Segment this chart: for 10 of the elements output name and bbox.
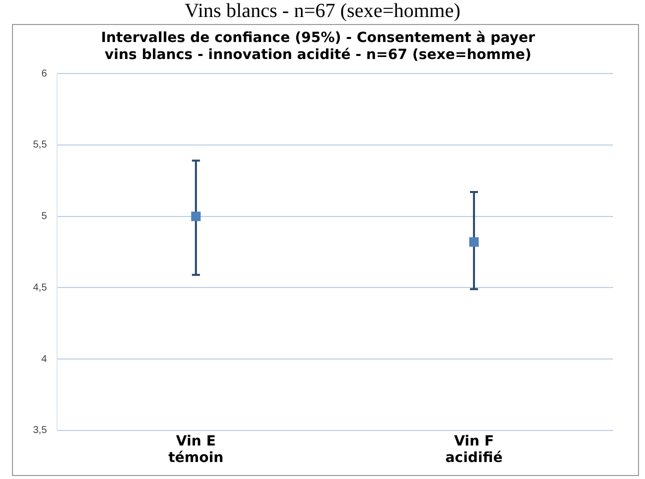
y-tick-label: 3,5: [32, 425, 48, 436]
y-tick-label: 5: [41, 211, 48, 222]
x-tick-label: Vin F acidifié: [445, 433, 503, 466]
y-tick-label: 4: [41, 354, 48, 365]
y-tick-label: 5,5: [32, 140, 48, 151]
chart-title: Intervalles de confiance (95%) - Consentement à payer vins blancs - innovation acidité - n=67 (sexe=homme): [100, 30, 536, 63]
x-tick-label: Vin E témoin: [168, 433, 224, 466]
y-tick-label: 6: [41, 68, 48, 80]
y-tick-label: 4,5: [32, 282, 48, 294]
text: Vins blancs - n=67 (sexe=homme): [184, 0, 462, 22]
